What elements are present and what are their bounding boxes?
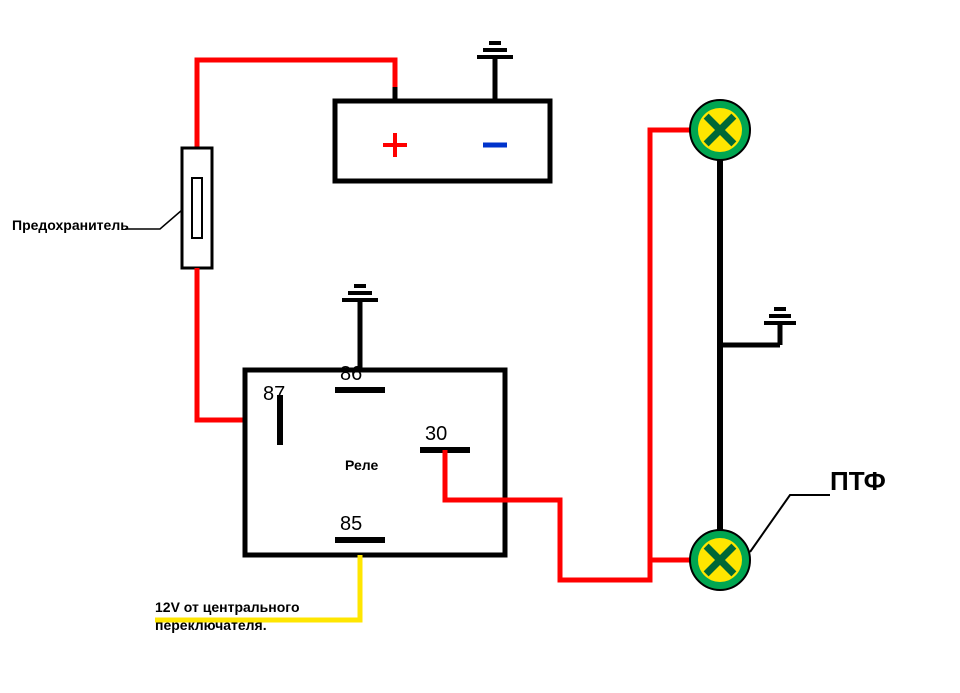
wiring-diagram: ПредохранительРеле8687308512V от централ… xyxy=(0,0,960,693)
wire-fuse-to-87 xyxy=(197,268,245,420)
pin-30-label: 30 xyxy=(425,423,447,445)
switch-label-line2: переключателя. xyxy=(155,617,267,633)
pin-85-label: 85 xyxy=(340,513,362,535)
fuse-body xyxy=(182,148,212,268)
pin-87-label: 87 xyxy=(263,383,285,405)
battery-box xyxy=(335,101,550,181)
ptf-leader xyxy=(750,495,830,552)
ptf-label: ПТФ xyxy=(830,466,886,496)
switch-label-line1: 12V от центрального xyxy=(155,599,300,615)
wire-battery-to-fuse xyxy=(197,60,395,148)
fuse-label: Предохранитель xyxy=(12,217,129,233)
wire-30-to-lamps xyxy=(445,130,695,580)
relay-label: Реле xyxy=(345,457,378,473)
fuse-leader xyxy=(125,210,182,229)
